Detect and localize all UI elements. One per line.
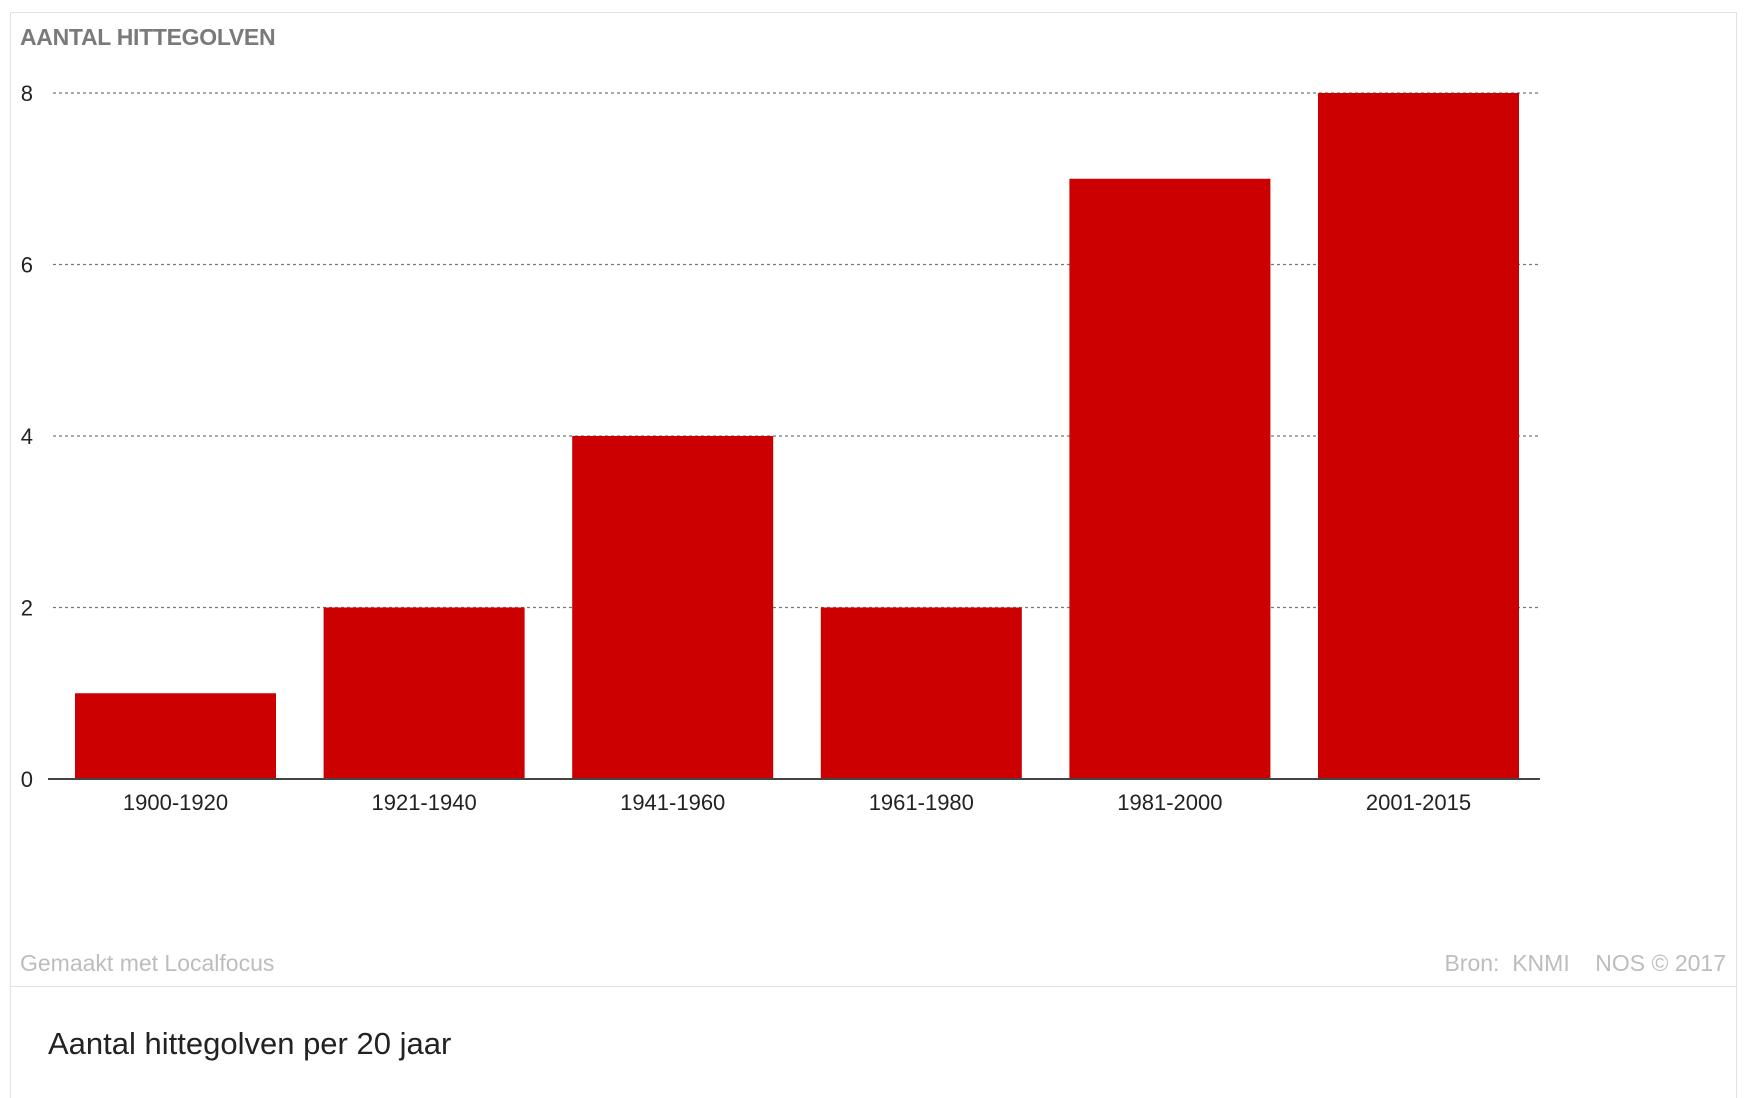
x-tick-labels: 1900-1920 1921-1940 1941-1960 1961-1980 1981… [123,790,1471,815]
source-label: Bron: [1444,950,1500,976]
y-tick-label: 6 [21,253,33,278]
x-tick-label: 1921-1940 [371,790,476,815]
x-tick-label: 1941-1960 [620,790,725,815]
y-tick-labels: 0 2 4 6 8 [21,81,33,792]
x-tick-label: 1900-1920 [123,790,228,815]
x-tick-label: 1981-2000 [1117,790,1222,815]
bar-1900-1920[interactable] [75,693,276,779]
y-tick-label: 2 [21,596,33,621]
y-tick-label: 8 [21,81,33,106]
bar-1941-1960[interactable] [572,436,774,779]
bar-2001-2015[interactable] [1318,93,1519,779]
y-tick-label: 0 [21,767,33,792]
source-line: Bron: KNMI NOS © 2017 [1444,950,1726,977]
chart-frame [10,12,1737,1098]
x-tick-label: 1961-1980 [869,790,974,815]
bar-1921-1940[interactable] [323,607,525,780]
source-name[interactable]: KNMI [1512,950,1570,976]
bar-1961-1980[interactable] [820,607,1022,780]
made-with-credit[interactable]: Gemaakt met Localfocus [20,950,275,976]
chart-title: AANTAL HITTEGOLVEN [20,24,276,50]
x-tick-label: 2001-2015 [1366,790,1471,815]
bar-1981-2000[interactable] [1069,178,1271,779]
copyright: NOS © 2017 [1595,950,1726,976]
bars [75,93,1519,779]
bar-chart: 0 2 4 6 8 1900-1920 1921-1940 1941-1960 1961-19… [21,81,1540,815]
chart-panel [10,12,1737,987]
gridlines [53,92,1540,609]
chart-caption: Aantal hittegolven per 20 jaar [48,1026,452,1061]
y-tick-label: 4 [21,424,33,449]
